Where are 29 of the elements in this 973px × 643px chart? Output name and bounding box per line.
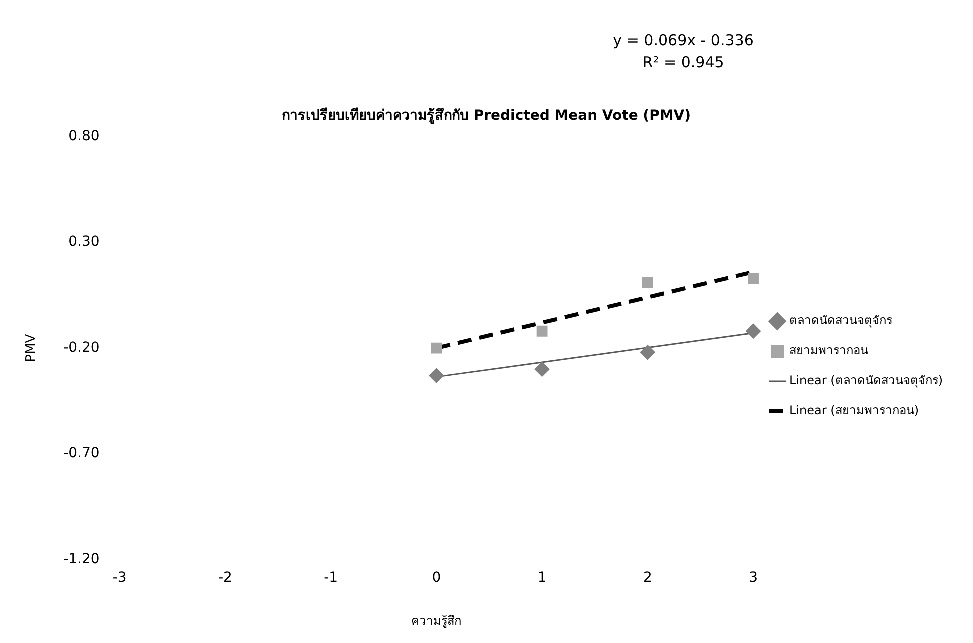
y-tick-label: -1.20 <box>64 551 100 568</box>
legend-label: สยามพารากอน <box>790 344 869 358</box>
point <box>534 362 550 377</box>
legend-label: Linear (สยามพารากอน) <box>790 404 920 418</box>
text: y = 0.069x - 0.336 <box>613 32 754 50</box>
y-tick-label: 0.80 <box>68 128 100 144</box>
point <box>748 273 759 284</box>
x-tick-label: -1 <box>324 570 338 586</box>
x-tick-label: 0 <box>432 570 442 586</box>
point <box>536 326 548 337</box>
y-tick-label: -0.20 <box>64 340 100 356</box>
y-tick-label: -0.70 <box>64 446 100 462</box>
chart-title: การเปรียบเทียบค่าความรู้สึกกับ Predicted Mean Vote (PMV) <box>282 107 692 124</box>
point <box>642 277 654 288</box>
legend-label: Linear (ตลาดนัดสวนจตุจักร) <box>790 374 944 389</box>
point <box>640 345 656 360</box>
y-tick-label: 0.30 <box>68 234 100 250</box>
x-tick-label: 3 <box>749 570 758 586</box>
point <box>431 342 442 354</box>
point <box>429 368 444 384</box>
legend-label: ตลาดนัดสวนจตุจักร <box>790 314 894 329</box>
x-tick-label: 1 <box>538 570 547 586</box>
point <box>746 324 762 339</box>
text: R² = 0.945 <box>642 54 724 72</box>
y-axis-title: PMV <box>24 334 40 362</box>
x-axis-title: ความรู้สึก <box>412 614 462 629</box>
x-tick-label: 2 <box>643 570 652 586</box>
x-tick-label: -3 <box>112 570 127 586</box>
x-tick-label: -2 <box>218 570 232 586</box>
